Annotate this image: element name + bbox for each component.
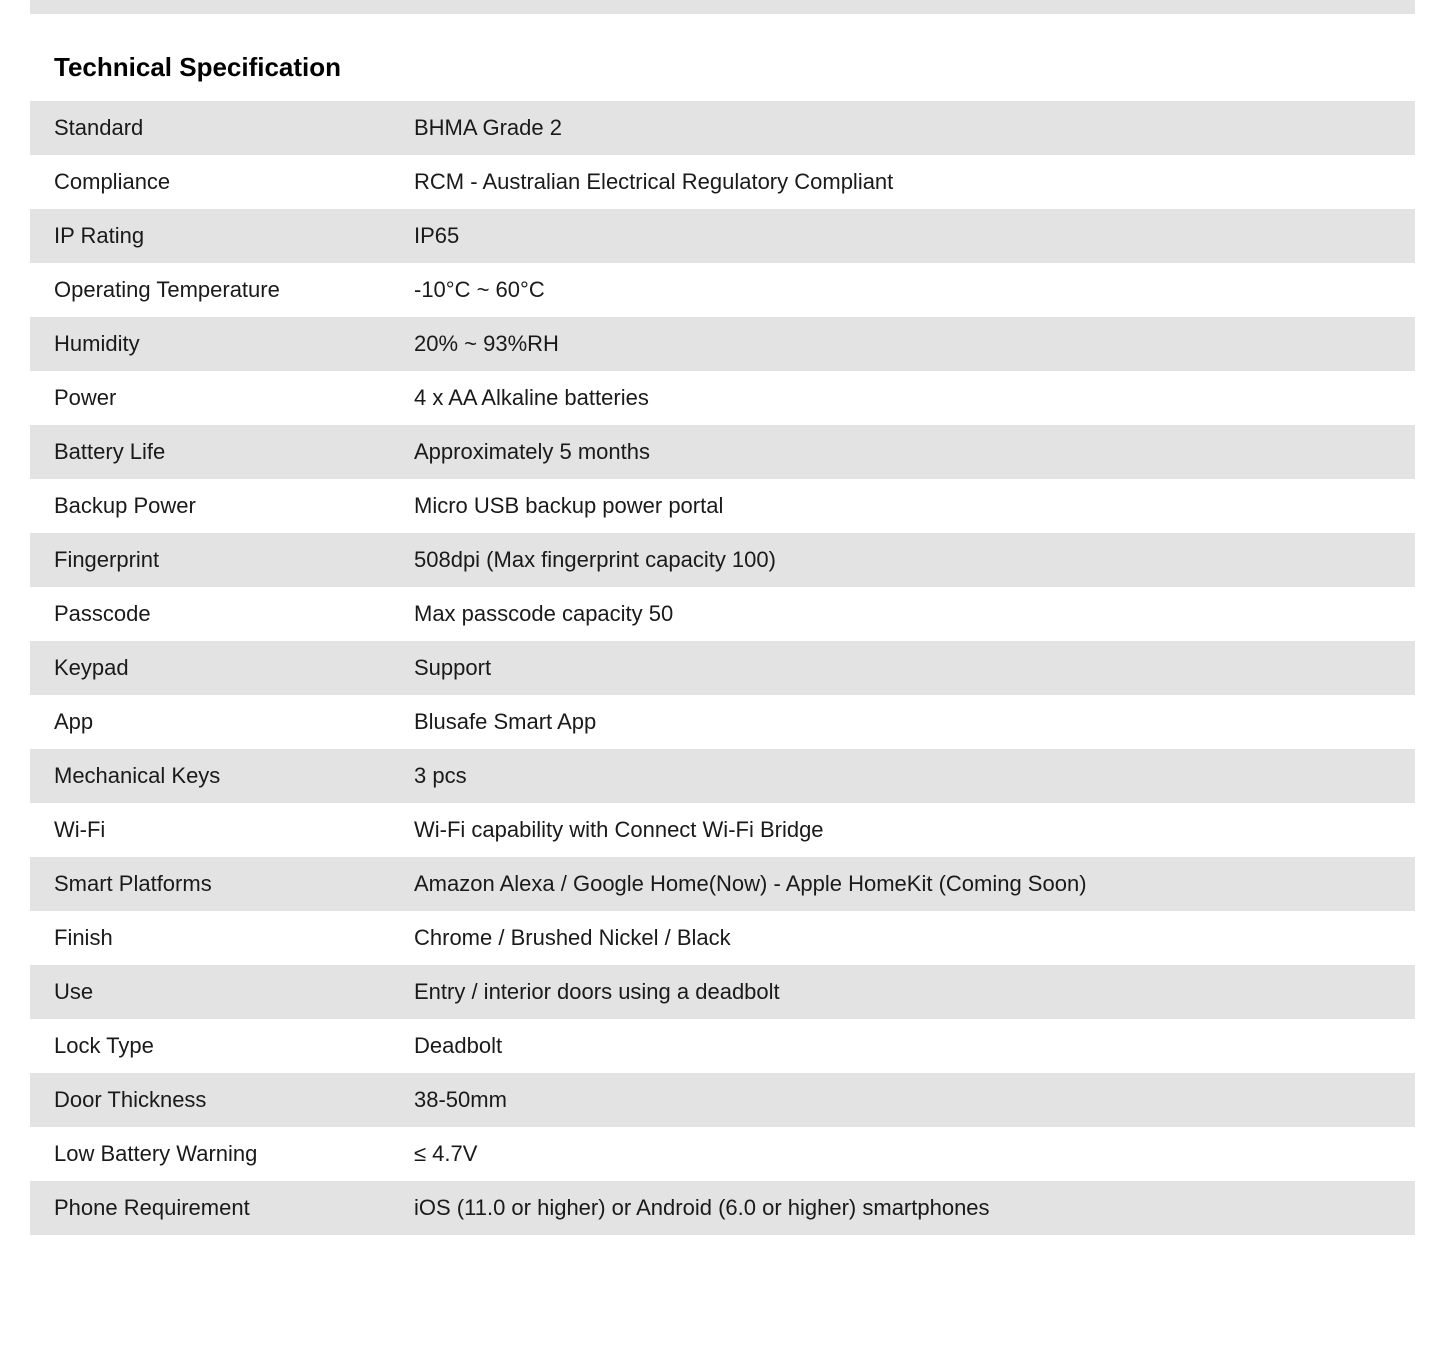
spec-label: Finish xyxy=(54,925,414,951)
spec-table: StandardBHMA Grade 2ComplianceRCM - Aust… xyxy=(30,101,1415,1235)
spec-value: 508dpi (Max fingerprint capacity 100) xyxy=(414,547,1391,573)
table-row: FinishChrome / Brushed Nickel / Black xyxy=(30,911,1415,965)
spec-label: Power xyxy=(54,385,414,411)
spec-label: Operating Temperature xyxy=(54,277,414,303)
table-row: ComplianceRCM - Australian Electrical Re… xyxy=(30,155,1415,209)
spec-label: Battery Life xyxy=(54,439,414,465)
spec-value: iOS (11.0 or higher) or Android (6.0 or … xyxy=(414,1195,1391,1221)
table-row: Mechanical Keys3 pcs xyxy=(30,749,1415,803)
spec-value: Max passcode capacity 50 xyxy=(414,601,1391,627)
spec-label: App xyxy=(54,709,414,735)
spec-value: Deadbolt xyxy=(414,1033,1391,1059)
table-row: Lock TypeDeadbolt xyxy=(30,1019,1415,1073)
table-row: IP RatingIP65 xyxy=(30,209,1415,263)
spec-label: Use xyxy=(54,979,414,1005)
table-row: Door Thickness38-50mm xyxy=(30,1073,1415,1127)
table-row: UseEntry / interior doors using a deadbo… xyxy=(30,965,1415,1019)
table-row: Fingerprint508dpi (Max fingerprint capac… xyxy=(30,533,1415,587)
table-row: Backup PowerMicro USB backup power porta… xyxy=(30,479,1415,533)
spec-label: Low Battery Warning xyxy=(54,1141,414,1167)
spec-value: 38-50mm xyxy=(414,1087,1391,1113)
table-row: Wi-FiWi-Fi capability with Connect Wi-Fi… xyxy=(30,803,1415,857)
spec-value: BHMA Grade 2 xyxy=(414,115,1391,141)
table-row: Low Battery Warning≤ 4.7V xyxy=(30,1127,1415,1181)
spec-value: 20% ~ 93%RH xyxy=(414,331,1391,357)
spec-value: Micro USB backup power portal xyxy=(414,493,1391,519)
spec-label: Standard xyxy=(54,115,414,141)
table-row: StandardBHMA Grade 2 xyxy=(30,101,1415,155)
spec-label: Smart Platforms xyxy=(54,871,414,897)
spec-label: Passcode xyxy=(54,601,414,627)
spec-label: Wi-Fi xyxy=(54,817,414,843)
spec-label: Compliance xyxy=(54,169,414,195)
spec-value: IP65 xyxy=(414,223,1391,249)
spec-value: ≤ 4.7V xyxy=(414,1141,1391,1167)
table-row: Phone RequirementiOS (11.0 or higher) or… xyxy=(30,1181,1415,1235)
spec-value: Chrome / Brushed Nickel / Black xyxy=(414,925,1391,951)
top-divider-bar xyxy=(30,0,1415,14)
table-row: Power4 x AA Alkaline batteries xyxy=(30,371,1415,425)
spec-label: Backup Power xyxy=(54,493,414,519)
spec-value: Wi-Fi capability with Connect Wi-Fi Brid… xyxy=(414,817,1391,843)
table-row: AppBlusafe Smart App xyxy=(30,695,1415,749)
spec-value: Amazon Alexa / Google Home(Now) - Apple … xyxy=(414,871,1391,897)
spec-value: Approximately 5 months xyxy=(414,439,1391,465)
spec-container: Technical Specification StandardBHMA Gra… xyxy=(0,34,1445,1265)
spec-value: RCM - Australian Electrical Regulatory C… xyxy=(414,169,1391,195)
table-row: PasscodeMax passcode capacity 50 xyxy=(30,587,1415,641)
spec-label: Door Thickness xyxy=(54,1087,414,1113)
spec-value: 4 x AA Alkaline batteries xyxy=(414,385,1391,411)
spec-label: Fingerprint xyxy=(54,547,414,573)
table-row: Smart PlatformsAmazon Alexa / Google Hom… xyxy=(30,857,1415,911)
spec-label: Mechanical Keys xyxy=(54,763,414,789)
spec-label: Humidity xyxy=(54,331,414,357)
spec-value: -10°C ~ 60°C xyxy=(414,277,1391,303)
spec-value: Entry / interior doors using a deadbolt xyxy=(414,979,1391,1005)
table-row: Operating Temperature-10°C ~ 60°C xyxy=(30,263,1415,317)
spec-label: Phone Requirement xyxy=(54,1195,414,1221)
section-title: Technical Specification xyxy=(30,34,1415,101)
table-row: Humidity20% ~ 93%RH xyxy=(30,317,1415,371)
table-row: Battery LifeApproximately 5 months xyxy=(30,425,1415,479)
spec-label: IP Rating xyxy=(54,223,414,249)
spec-label: Keypad xyxy=(54,655,414,681)
spec-value: Blusafe Smart App xyxy=(414,709,1391,735)
table-row: KeypadSupport xyxy=(30,641,1415,695)
spec-value: Support xyxy=(414,655,1391,681)
spec-label: Lock Type xyxy=(54,1033,414,1059)
spec-value: 3 pcs xyxy=(414,763,1391,789)
